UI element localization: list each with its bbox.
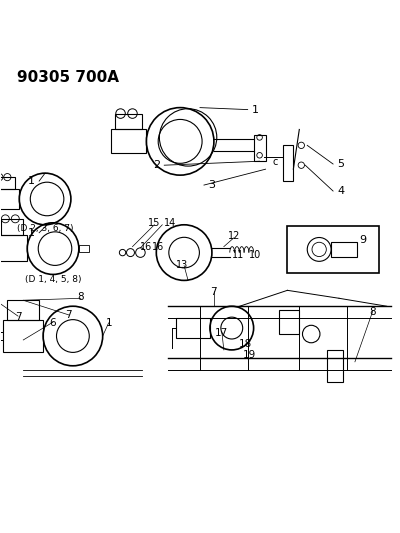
Text: 16: 16 — [140, 241, 152, 252]
Bar — [331, 243, 357, 256]
Text: 14: 14 — [164, 218, 176, 228]
Bar — [114, 114, 142, 130]
Text: 19: 19 — [243, 350, 256, 360]
Text: c: c — [273, 157, 278, 167]
Text: 7: 7 — [66, 310, 72, 320]
Bar — [0, 189, 19, 209]
Bar — [7, 300, 39, 320]
Text: 12: 12 — [228, 230, 240, 240]
Text: 15: 15 — [148, 218, 160, 228]
Bar — [280, 310, 299, 334]
Bar — [0, 235, 27, 261]
Text: 9: 9 — [359, 235, 366, 245]
Text: 11: 11 — [232, 249, 244, 260]
Text: 5: 5 — [337, 159, 344, 169]
Text: 8: 8 — [370, 307, 376, 317]
Text: 8: 8 — [78, 293, 84, 303]
Bar — [3, 320, 43, 352]
Text: 6: 6 — [50, 318, 56, 328]
Text: (D 2, 3, 6, 7): (D 2, 3, 6, 7) — [17, 224, 73, 233]
Text: 1: 1 — [252, 104, 259, 115]
Text: (D 1, 4, 5, 8): (D 1, 4, 5, 8) — [25, 274, 81, 284]
Bar — [111, 130, 146, 154]
Text: 4: 4 — [337, 186, 344, 196]
Bar — [284, 146, 293, 181]
Bar — [176, 318, 210, 338]
Text: 7: 7 — [15, 312, 21, 322]
Text: 1: 1 — [105, 318, 112, 328]
Text: 10: 10 — [249, 251, 261, 261]
Text: 17: 17 — [215, 328, 228, 338]
Text: 2: 2 — [153, 160, 160, 170]
Text: 16: 16 — [152, 241, 164, 252]
Bar — [327, 350, 343, 382]
Text: 13: 13 — [176, 260, 188, 270]
Bar — [254, 135, 266, 161]
Text: 7: 7 — [210, 287, 217, 297]
Bar — [0, 177, 15, 189]
Bar — [287, 225, 379, 273]
Text: 1: 1 — [28, 176, 35, 186]
Text: 3: 3 — [208, 180, 215, 190]
Bar — [1, 219, 23, 235]
Bar — [79, 246, 89, 252]
Text: 18: 18 — [239, 339, 252, 349]
Text: 90305 700A: 90305 700A — [17, 70, 119, 85]
Text: 1: 1 — [28, 228, 35, 238]
